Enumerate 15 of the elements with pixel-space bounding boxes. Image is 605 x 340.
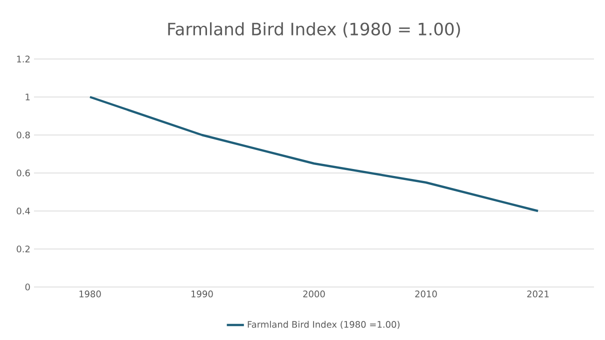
x-tick-label: 1980: [80, 290, 101, 298]
y-tick-label: 0.4: [16, 208, 30, 214]
y-tick-label: 1.2: [17, 56, 30, 62]
x-tick-label: 2021: [527, 290, 549, 298]
legend-label: Farmland Bird Index (1980 =1.00): [248, 320, 400, 329]
chart-title: Farmland Bird Index (1980 = 1.00): [168, 22, 460, 38]
x-tick-label: 2000: [303, 290, 325, 298]
y-tick-label: 1: [26, 94, 30, 100]
y-tick-label: 0.2: [16, 246, 30, 252]
y-tick-label: 0: [25, 284, 30, 290]
x-tick-label: 2010: [415, 290, 437, 298]
x-tick-label: 1990: [192, 290, 213, 298]
line-series: [88, 96, 540, 212]
y-tick-label: 0.6: [16, 170, 30, 176]
y-tick-label: 0.8: [16, 132, 30, 138]
